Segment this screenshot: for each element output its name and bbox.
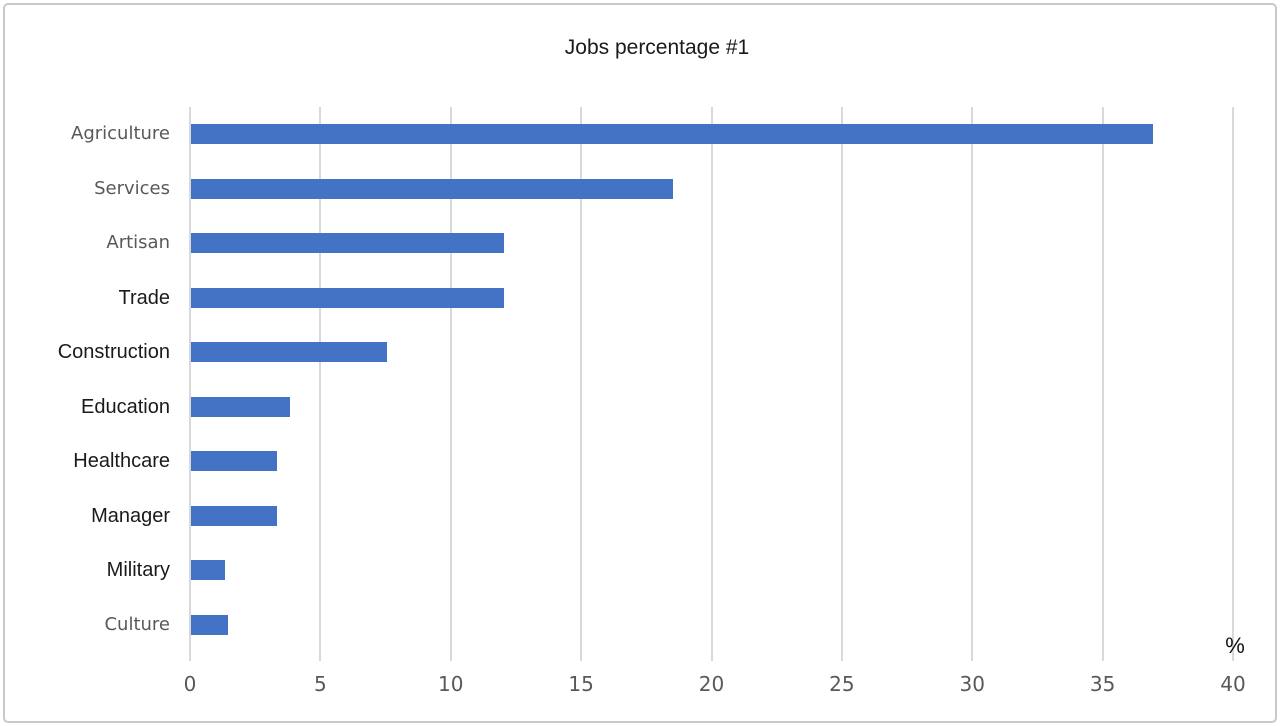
category-label-education: Education: [81, 395, 170, 418]
bar-construction: [191, 342, 387, 363]
category-label-construction: Construction: [57, 341, 170, 364]
bar-agriculture: [191, 124, 1154, 145]
gridline: [449, 107, 452, 661]
gridline: [1232, 107, 1234, 661]
gridline: [580, 107, 583, 661]
category-label-services: Services: [94, 177, 170, 199]
gridline: [971, 107, 974, 661]
category-label-military: Military: [106, 559, 170, 582]
x-axis-tick-label: 5: [314, 672, 327, 696]
category-label-manager: Manager: [91, 504, 170, 527]
bar-trade: [191, 287, 504, 308]
bar-services: [191, 178, 674, 199]
x-axis-tick-label: 25: [829, 672, 855, 696]
x-axis-tick-label: 10: [438, 672, 464, 696]
category-label-culture: Culture: [104, 613, 170, 635]
x-axis-tick-label: 15: [568, 672, 594, 696]
bar-education: [191, 396, 291, 417]
gridline: [840, 107, 843, 661]
gridline: [1101, 107, 1104, 661]
chart-title: Jobs percentage #1: [564, 36, 750, 59]
gridline: [710, 107, 713, 661]
percent-axis-label: %: [1225, 633, 1245, 658]
x-axis-tick-label: 35: [1089, 672, 1116, 696]
category-label-healthcare: Healthcare: [73, 450, 170, 473]
category-label-artisan: Artisan: [106, 232, 170, 254]
bar-culture: [191, 614, 228, 635]
gridline: [189, 107, 191, 661]
category-label-agriculture: Agriculture: [71, 123, 170, 145]
category-label-trade: Trade: [118, 286, 170, 309]
bar-artisan: [191, 233, 504, 254]
bar-healthcare: [191, 451, 278, 472]
x-axis-tick-label: 0: [183, 672, 197, 696]
x-axis-tick-label: 40: [1220, 672, 1246, 696]
gridline: [319, 107, 322, 661]
x-axis-tick-label: 30: [959, 672, 985, 696]
bar-military: [191, 560, 225, 581]
bar-manager: [191, 505, 278, 526]
x-axis-tick-label: 20: [698, 672, 725, 696]
